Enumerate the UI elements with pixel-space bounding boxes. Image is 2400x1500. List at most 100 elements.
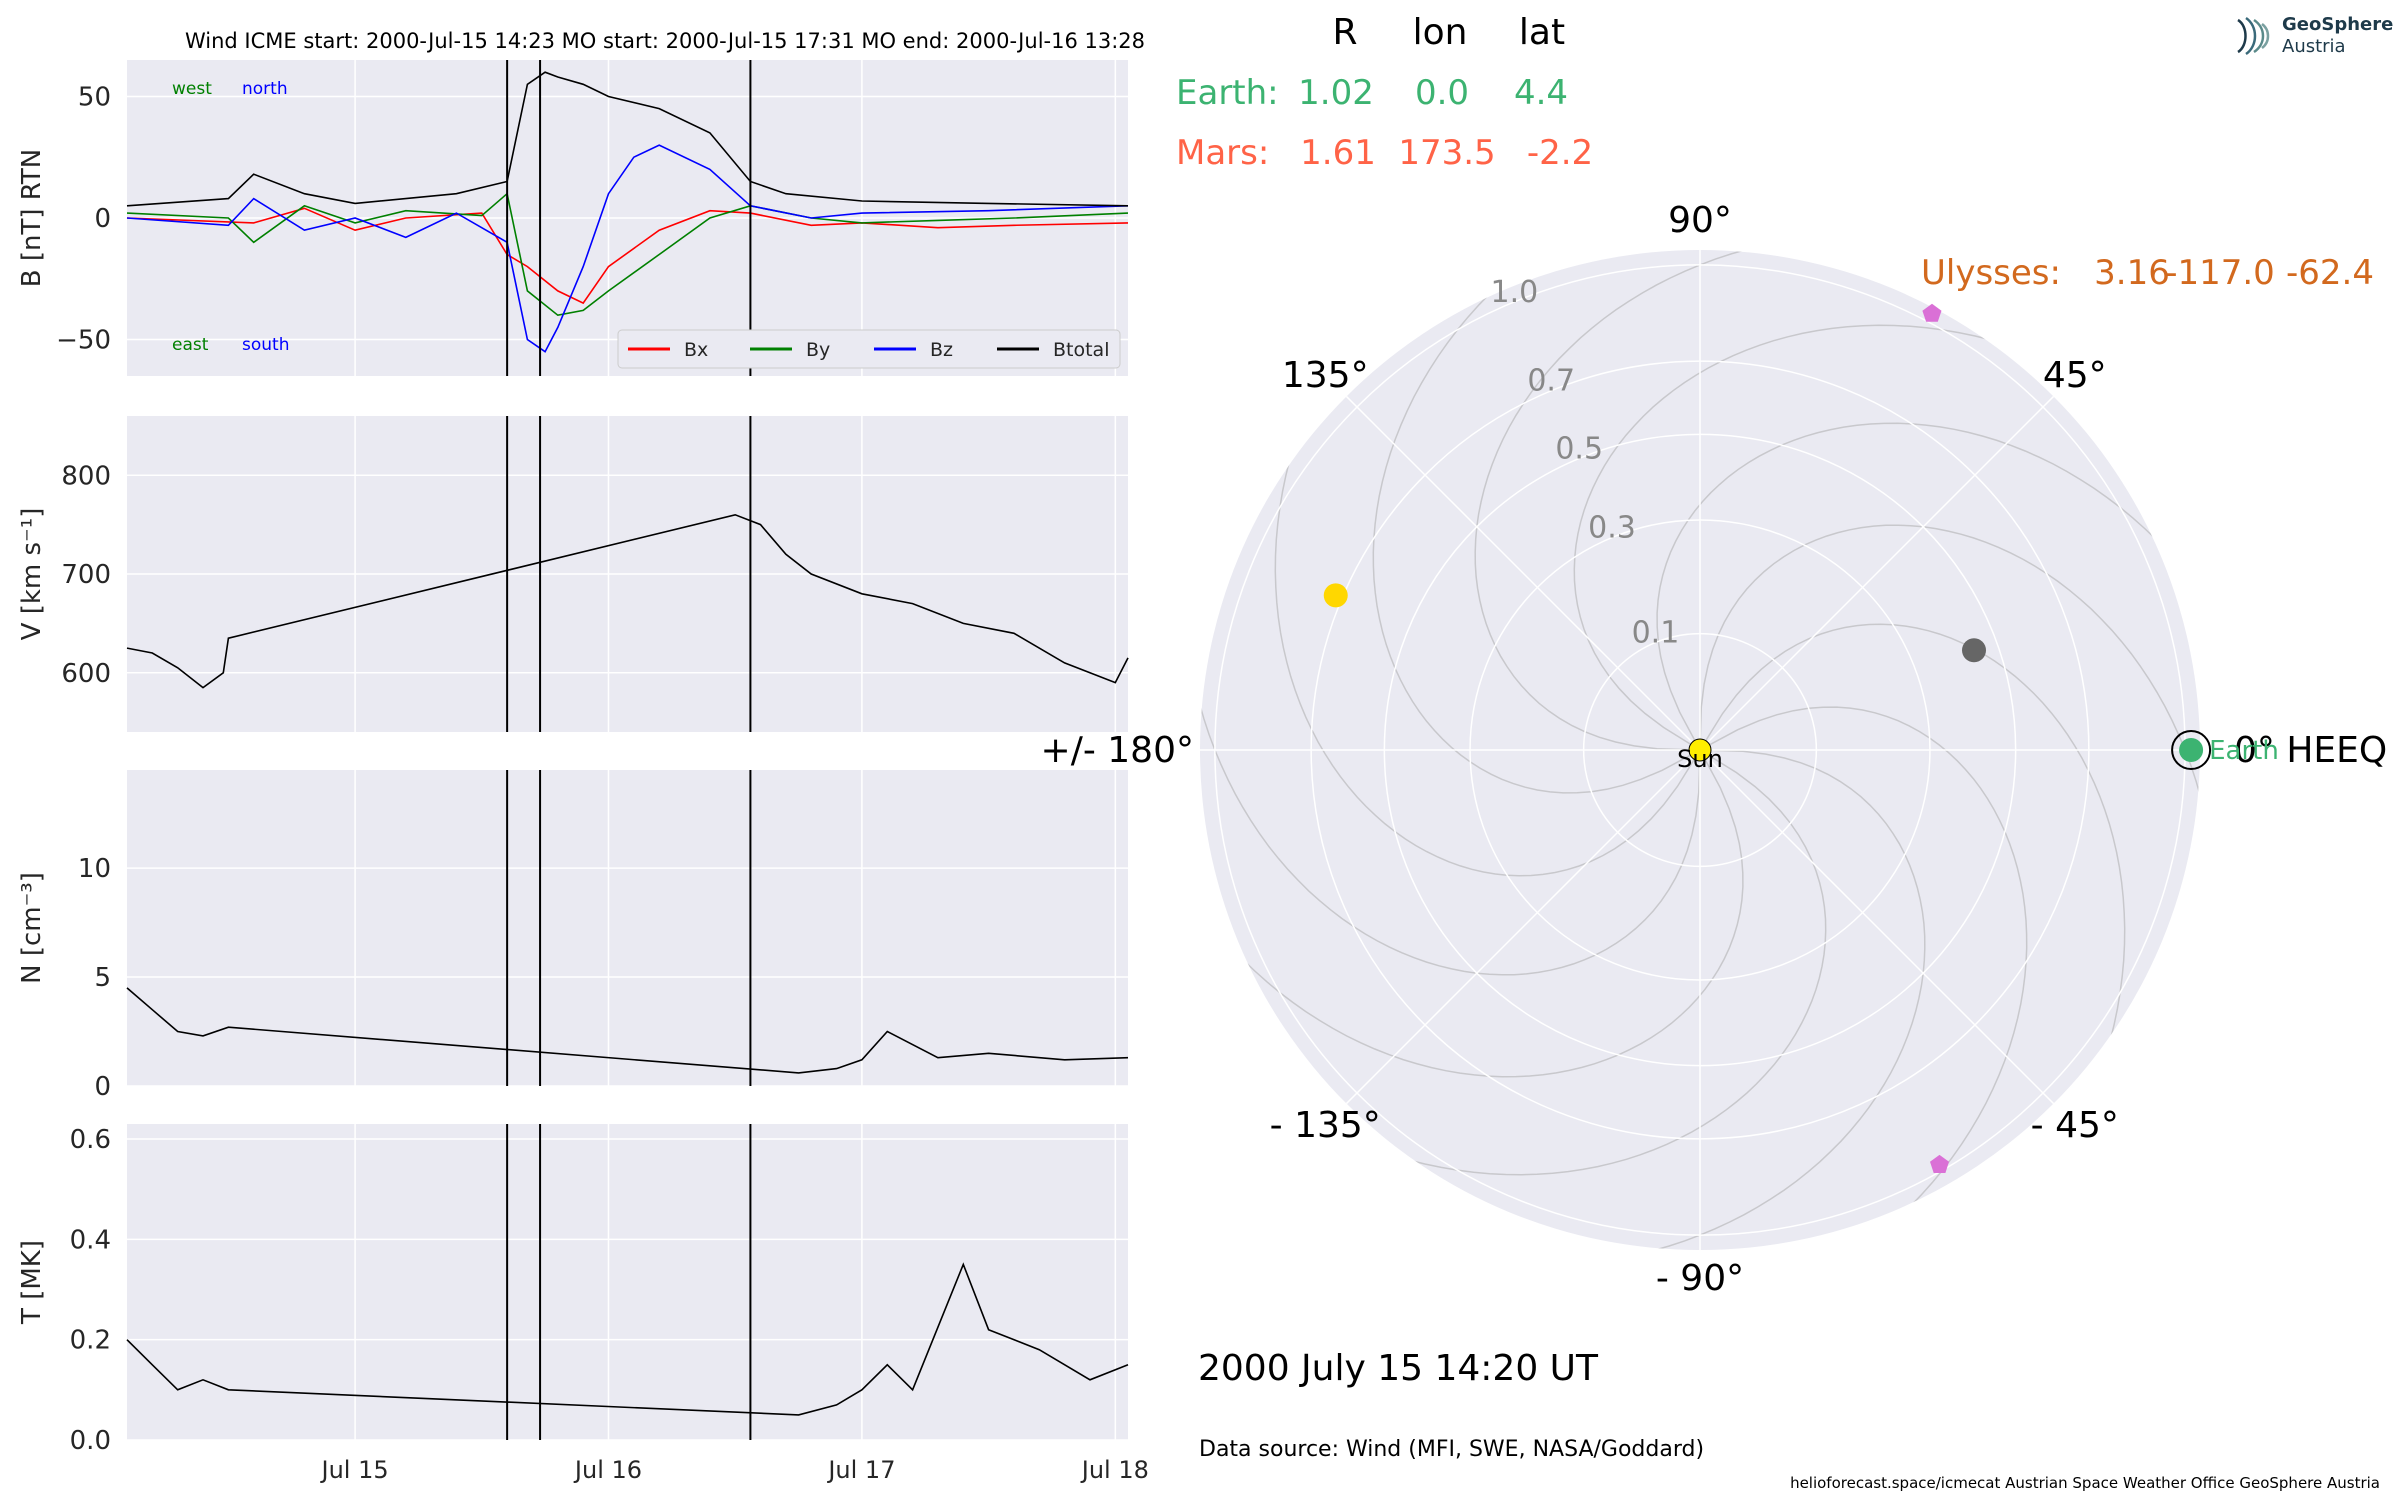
legend-label-Bx: Bx (684, 339, 708, 361)
xtick-label: Jul 15 (320, 1456, 389, 1484)
panel-V: 600 700 800 V [km s⁻¹] (17, 416, 1129, 732)
angle-label: 90° (1668, 200, 1732, 241)
row-earth-lon: 0.0 (1415, 73, 1469, 113)
annotation-east: east (172, 335, 209, 355)
panel-T: 0.0 0.2 0.4 0.6 T [MK] Jul 15 Jul 16 Jul 17 Jul … (17, 1124, 1149, 1484)
ytick-label: 0 (94, 204, 111, 234)
angle-label: 135° (1282, 355, 1369, 396)
annotation-west: west (172, 79, 212, 99)
ytick-label: 5 (94, 963, 111, 993)
ytick-label: 0.2 (70, 1326, 111, 1356)
r-tick-label: 0.5 (1555, 431, 1603, 466)
xtick-label: Jul 18 (1080, 1456, 1149, 1484)
row-mars-lat: -2.2 (1527, 133, 1593, 173)
legend: Bx By Bz Btotal (617, 329, 1121, 369)
angle-label: - 45° (2031, 1105, 2119, 1146)
legend-box (617, 329, 1121, 369)
xtick-label: Jul 17 (826, 1456, 895, 1484)
y-axis-label: T [MK] (17, 1240, 47, 1325)
planet-marker-venus (1323, 583, 1348, 608)
legend-label-By: By (806, 339, 830, 361)
row-ulysses-name: Ulysses: (1921, 253, 2061, 293)
series-line-T (126, 1262, 1129, 1416)
logo-text-line2: Austria (2282, 36, 2346, 57)
col-header-lon: lon (1413, 12, 1468, 53)
row-mars-name: Mars: (1176, 133, 1269, 173)
spacecraft-marker (1930, 1154, 1949, 1173)
polar-gridline-circle (1469, 519, 1931, 981)
date-label: 2000 July 15 14:20 UT (1198, 1348, 1599, 1389)
ytick-label: 0 (94, 1072, 111, 1102)
panel-background (127, 1124, 1128, 1440)
angle-label: 0° HEEQ (2234, 730, 2387, 771)
planet-marker-mercury (1962, 638, 1987, 663)
ytick-label: 0.0 (70, 1426, 111, 1456)
col-header-lat: lat (1519, 12, 1565, 53)
ytick-label: 10 (78, 854, 111, 884)
legend-label-Btotal: Btotal (1053, 339, 1109, 361)
ytick-label: −50 (56, 326, 111, 356)
ytick-label: 0.6 (70, 1125, 111, 1155)
row-earth-R: 1.02 (1298, 73, 1374, 113)
ytick-label: 800 (61, 461, 111, 491)
r-tick-label: 0.1 (1632, 615, 1680, 650)
row-ulysses-lat: -62.4 (2286, 253, 2374, 293)
ytick-label: 600 (61, 659, 111, 689)
r-tick-label: 0.3 (1588, 511, 1636, 546)
polar-gridline-circle (1310, 360, 2090, 1140)
polar-gridline-circle (1383, 433, 2017, 1067)
angle-label: 45° (2043, 355, 2107, 396)
y-axis-label: N [cm⁻³] (17, 872, 47, 984)
angle-label: +/- 180° (1041, 730, 1194, 771)
sun-label: Sun (1677, 745, 1723, 773)
polar-gridline-circle (1582, 632, 1818, 868)
spacecraft-marker (1922, 303, 1942, 322)
row-earth-lat: 4.4 (1514, 73, 1568, 113)
polar-gridline-radial (1345, 395, 1701, 751)
ytick-label: 700 (61, 560, 111, 590)
series-line-By (126, 192, 1129, 317)
geosphere-logo-icon (2237, 16, 2270, 56)
angle-label: - 135° (1270, 1105, 1381, 1146)
row-ulysses-lon: -117.0 (2165, 253, 2275, 293)
y-axis-label: V [km s⁻¹] (17, 508, 47, 641)
figure-title: Wind ICME start: 2000-Jul-15 14:23 MO st… (185, 29, 1145, 53)
series-line-N (126, 987, 1129, 1074)
footer-credits: helioforecast.space/icmecat Austrian Spa… (1790, 1474, 2380, 1492)
earth-marker (2179, 738, 2204, 762)
polar-gridline-radial (1699, 395, 2055, 751)
panel-N: 0 5 10 N [cm⁻³] (17, 770, 1129, 1102)
geosphere-logo: GeoSphere Austria (2228, 12, 2393, 62)
polar-orbit-plot: 0.1 0.3 0.5 0.7 1.0 0° HEEQ 45° 90° 135° +/- 180°… (1041, 200, 2388, 1299)
series-line-Bz (126, 144, 1129, 353)
polar-gridline-radial (1345, 749, 1701, 1105)
ytick-label: 50 (78, 82, 111, 112)
earth-label: Earth (2209, 736, 2279, 766)
angle-label: - 90° (1656, 1258, 1744, 1299)
annotation-south: south (242, 335, 289, 355)
row-ulysses-R: 3.16 (2094, 253, 2170, 293)
row-mars-R: 1.61 (1300, 133, 1376, 173)
ytick-label: 0.4 (70, 1225, 111, 1255)
row-mars-lon: 173.5 (1398, 133, 1495, 173)
logo-text-line1: GeoSphere (2282, 14, 2394, 35)
polar-gridline-radial (1699, 749, 2055, 1105)
data-source-label: Data source: Wind (MFI, SWE, NASA/Goddar… (1199, 1437, 1704, 1462)
earth-ring (2171, 730, 2212, 770)
r-tick-label: 1.0 (1491, 275, 1539, 310)
panel-B: −50 0 50 B [nT] RTN west north east south Bx By Bz… (17, 60, 1129, 376)
r-tick-label: 0.7 (1527, 364, 1575, 399)
xtick-label: Jul 16 (573, 1456, 642, 1484)
y-axis-label: B [nT] RTN (17, 149, 47, 288)
col-header-R: R (1332, 12, 1357, 53)
positions-table: R lon lat Earth: 1.02 0.0 4.4 Mars: 1.61… (1176, 12, 2374, 293)
annotation-north: north (242, 79, 288, 99)
sun-marker (1688, 738, 1712, 762)
series-line-V (126, 513, 1129, 689)
series-line-Btotal (126, 71, 1129, 207)
panel-background (127, 770, 1128, 1086)
row-earth-name: Earth: (1176, 73, 1279, 113)
legend-label-Bz: Bz (930, 339, 953, 361)
